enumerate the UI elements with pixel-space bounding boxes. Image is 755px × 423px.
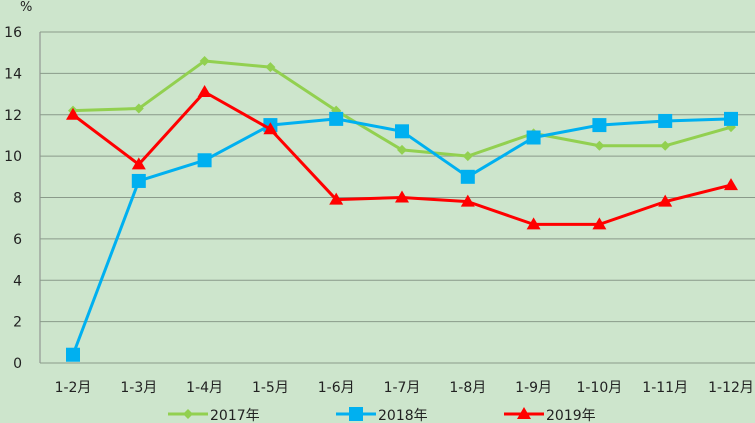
square-marker [592,118,607,133]
triangle-marker [197,84,212,97]
diamond-marker [133,103,144,114]
series-2017年 [68,55,736,162]
square-marker [197,153,212,168]
triangle-marker [658,194,673,207]
x-tick-label: 1-7月 [384,380,421,396]
x-tick-label: 1-6月 [318,380,355,396]
diamond-marker [265,62,276,73]
square-marker [658,113,673,128]
series-2019年 [66,84,738,230]
square-marker [724,111,738,126]
triangle-marker [131,157,146,170]
square-marker [66,347,80,362]
square-marker [329,111,344,126]
legend-item: 2017年 [168,408,260,423]
diamond-marker [462,151,473,162]
legend-item: 2019年 [504,407,596,423]
triangle-marker [66,107,80,120]
x-tick-label: 1-8月 [449,380,486,396]
y-tick-label: 14 [4,66,22,82]
x-tick-label: 1-4月 [186,380,223,396]
diamond-marker [594,140,605,151]
triangle-marker [517,407,531,419]
y-tick-label: 4 [13,273,22,289]
triangle-marker [460,194,475,207]
square-marker [349,407,363,421]
series-line [72,90,732,226]
x-tick-label: 1-10月 [577,380,623,396]
y-tick-label: 2 [13,315,22,331]
triangle-marker [329,192,344,205]
y-tick-label: 16 [4,25,22,41]
diamond-marker [199,55,210,66]
legend-label: 2019年 [546,408,596,423]
x-tick-label: 1-9月 [515,380,552,396]
y-tick-label: 12 [4,108,22,124]
x-tick-label: 1-11月 [642,380,688,396]
square-marker [131,173,146,188]
series-line [72,59,732,158]
square-marker [460,169,475,184]
y-tick-label: 0 [13,356,22,372]
triangle-marker [526,217,541,230]
legend-label: 2018年 [378,408,428,423]
diamond-marker [397,144,407,155]
triangle-marker [724,178,738,191]
y-tick-label: 10 [4,149,22,165]
square-marker [395,124,409,139]
legend-label: 2017年 [210,408,260,423]
x-tick-label: 1-3月 [120,380,157,396]
triangle-marker [263,122,278,135]
square-marker [526,130,541,145]
x-tick-label: 1-2月 [55,380,92,396]
diamond-marker [660,140,671,151]
triangle-marker [592,217,607,230]
y-tick-label: 6 [13,232,22,248]
diamond-marker [183,409,193,419]
x-tick-label: 1-12月 [708,380,754,396]
series-2018年 [66,111,738,362]
y-axis-unit: % [20,0,32,15]
triangle-marker [395,190,409,203]
legend-item: 2018年 [336,407,428,423]
x-tick-label: 1-5月 [252,380,289,396]
y-tick-label: 8 [13,191,22,207]
